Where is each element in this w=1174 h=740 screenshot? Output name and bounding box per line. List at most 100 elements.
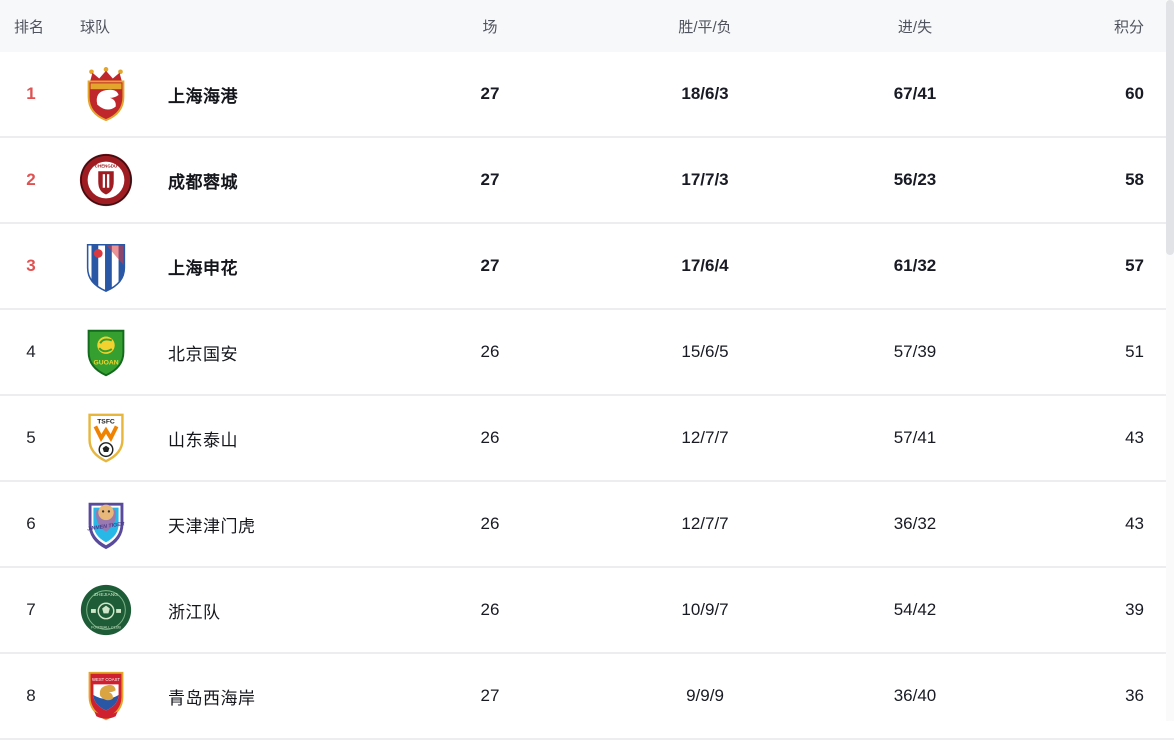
header-played: 场 [482, 18, 498, 36]
zhejiang-fc-crest-icon: ZHEJIANG FOOTBALL CLUB [77, 581, 135, 639]
points: 58 [1125, 170, 1144, 189]
crest-cell: CHENGDU [62, 151, 150, 209]
table-body: 1 上海海港 27 18/6/3 67/41 60 2 CHENGDU 成都蓉城… [0, 52, 1174, 740]
matches-cell: 26 [400, 600, 580, 620]
goals-cell: 57/41 [830, 428, 1000, 448]
goals-cell: 56/23 [830, 170, 1000, 190]
table-row[interactable]: 8 WEST COAST 青岛西海岸 27 9/9/9 36/40 36 [0, 654, 1174, 740]
table-row[interactable]: 5 TSFC 山东泰山 26 12/7/7 57/41 43 [0, 396, 1174, 482]
matches-cell: 26 [400, 428, 580, 448]
win-draw-loss: 9/9/9 [686, 686, 724, 705]
table-row[interactable]: 4 GUOAN 北京国安 26 15/6/5 57/39 51 [0, 310, 1174, 396]
points: 43 [1125, 514, 1144, 533]
matches-played: 27 [480, 256, 500, 275]
chengdu-rongcheng-crest-icon: CHENGDU [77, 151, 135, 209]
team-name: 浙江队 [168, 602, 221, 622]
team-name: 北京国安 [168, 344, 238, 364]
header-team: 球队 [80, 18, 111, 36]
team-name: 天津津门虎 [168, 516, 256, 536]
rank-cell: 5 [0, 428, 62, 448]
goals-for-against: 67/41 [893, 84, 937, 103]
team-name: 青岛西海岸 [168, 688, 256, 708]
rank-cell: 6 [0, 514, 62, 534]
goals-cell: 36/40 [830, 686, 1000, 706]
rank-number: 7 [26, 600, 36, 619]
scrollbar-track[interactable] [1166, 0, 1174, 721]
header-wdl: 胜/平/负 [678, 18, 732, 36]
rank-cell: 3 [0, 256, 62, 276]
wdl-cell: 9/9/9 [580, 686, 830, 706]
goals-for-against: 54/42 [893, 600, 937, 619]
wdl-cell: 12/7/7 [580, 514, 830, 534]
team-name-cell: 成都蓉城 [150, 168, 400, 193]
matches-cell: 26 [400, 514, 580, 534]
team-name-cell: 上海申花 [150, 254, 400, 279]
svg-text:CHENGDU: CHENGDU [95, 163, 117, 168]
points-cell: 39 [1000, 600, 1174, 620]
header-points: 积分 [1113, 18, 1144, 36]
shanghai-port-crest-icon [77, 65, 135, 123]
svg-text:ZHEJIANG: ZHEJIANG [94, 592, 118, 598]
win-draw-loss: 12/7/7 [681, 428, 729, 447]
table-row[interactable]: 3 上海申花 27 17/6/4 61/32 57 [0, 224, 1174, 310]
goals-for-against: 57/39 [893, 342, 937, 361]
goals-cell: 36/32 [830, 514, 1000, 534]
table-row[interactable]: 1 上海海港 27 18/6/3 67/41 60 [0, 52, 1174, 138]
matches-cell: 27 [400, 686, 580, 706]
points: 60 [1125, 84, 1144, 103]
team-name-cell: 上海海港 [150, 82, 400, 107]
wdl-cell: 17/7/3 [580, 170, 830, 190]
crest-cell: GUOAN [62, 323, 150, 381]
goals-cell: 57/39 [830, 342, 1000, 362]
goals-cell: 61/32 [830, 256, 1000, 276]
matches-played: 26 [480, 514, 500, 533]
team-name-cell: 天津津门虎 [150, 512, 400, 537]
matches-cell: 26 [400, 342, 580, 362]
goals-for-against: 61/32 [893, 256, 937, 275]
rank-cell: 4 [0, 342, 62, 362]
rank-cell: 8 [0, 686, 62, 706]
rank-cell: 7 [0, 600, 62, 620]
matches-played: 27 [480, 686, 500, 705]
win-draw-loss: 17/6/4 [681, 256, 729, 275]
scrollbar-thumb[interactable] [1166, 0, 1174, 255]
crest-cell [62, 65, 150, 123]
tianjin-jinmen-tiger-crest-icon: JINMEN TIGER [77, 495, 135, 553]
table-header: 排名 球队 场 胜/平/负 进/失 积分 [0, 0, 1174, 52]
crest-cell [62, 237, 150, 295]
crest-cell: JINMEN TIGER [62, 495, 150, 553]
points-cell: 58 [1000, 170, 1174, 190]
rank-number: 8 [26, 686, 36, 705]
points-cell: 57 [1000, 256, 1174, 276]
matches-played: 27 [480, 170, 500, 189]
win-draw-loss: 15/6/5 [681, 342, 729, 361]
team-name-cell: 浙江队 [150, 598, 400, 623]
win-draw-loss: 18/6/3 [681, 84, 729, 103]
matches-played: 26 [480, 600, 500, 619]
points-cell: 51 [1000, 342, 1174, 362]
points-cell: 60 [1000, 84, 1174, 104]
table-row[interactable]: 7 ZHEJIANG FOOTBALL CLUB 浙江队 26 10/9/7 5… [0, 568, 1174, 654]
crest-cell: ZHEJIANG FOOTBALL CLUB [62, 581, 150, 639]
svg-text:FOOTBALL CLUB: FOOTBALL CLUB [91, 625, 121, 629]
header-rank: 排名 [14, 18, 45, 36]
svg-text:WEST COAST: WEST COAST [92, 677, 120, 682]
rank-number: 4 [26, 342, 36, 361]
rank-number: 1 [26, 84, 36, 103]
shanghai-shenhua-crest-icon [77, 237, 135, 295]
goals-cell: 67/41 [830, 84, 1000, 104]
svg-text:JINMEN TIGER: JINMEN TIGER [87, 521, 125, 532]
table-row[interactable]: 6 JINMEN TIGER 天津津门虎 26 12/7/7 36/32 43 [0, 482, 1174, 568]
table-row[interactable]: 2 CHENGDU 成都蓉城 27 17/7/3 56/23 58 [0, 138, 1174, 224]
goals-for-against: 36/40 [893, 686, 937, 705]
shandong-taishan-crest-icon: TSFC [77, 409, 135, 467]
team-name-cell: 青岛西海岸 [150, 684, 400, 709]
team-name-cell: 北京国安 [150, 340, 400, 365]
matches-played: 26 [480, 428, 500, 447]
win-draw-loss: 17/7/3 [681, 170, 729, 189]
win-draw-loss: 10/9/7 [681, 600, 729, 619]
matches-cell: 27 [400, 84, 580, 104]
goals-for-against: 36/32 [893, 514, 937, 533]
rank-number: 6 [26, 514, 36, 533]
